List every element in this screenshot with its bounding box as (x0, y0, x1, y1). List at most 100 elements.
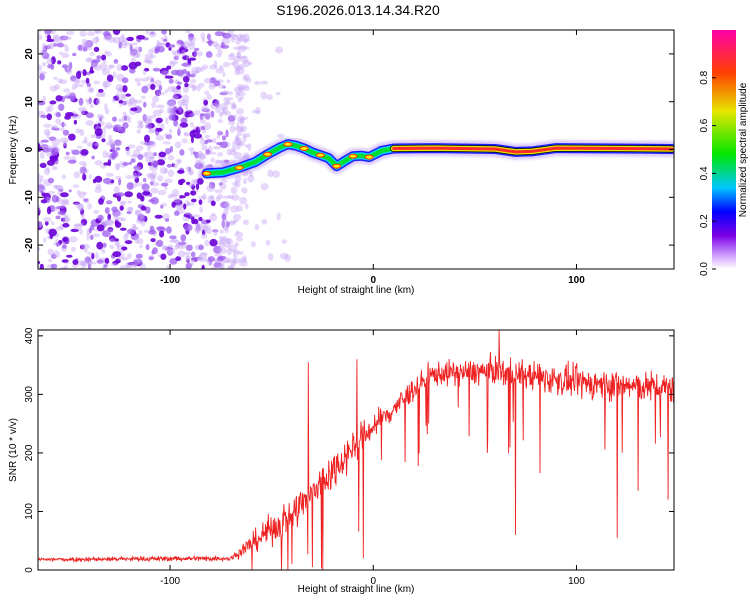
noise-speck (229, 258, 237, 266)
noise-speck (82, 173, 87, 181)
noise-speck (155, 117, 163, 124)
noise-speck (169, 258, 178, 265)
noise-speck (80, 149, 89, 156)
noise-speck (60, 201, 70, 206)
noise-speck (143, 116, 153, 125)
noise-speck (191, 85, 198, 90)
noise-speck (183, 132, 191, 137)
noise-speck (62, 129, 70, 136)
noise-speck (229, 220, 237, 224)
noise-speck (198, 152, 206, 160)
noise-speck (247, 61, 253, 65)
noise-speck (147, 173, 156, 180)
noise-speck (204, 90, 210, 96)
noise-speck (116, 192, 125, 197)
noise-speck (116, 244, 126, 253)
noise-speck (133, 99, 143, 104)
noise-speck (83, 163, 87, 167)
noise-speck (223, 241, 231, 249)
noise-speck (87, 45, 92, 51)
track-knots (202, 141, 374, 176)
noise-speck (148, 141, 157, 148)
noise-speck (67, 95, 77, 100)
noise-speck (209, 238, 218, 247)
noise-speck (150, 175, 156, 183)
noise-speck (47, 190, 56, 195)
noise-speck (137, 259, 142, 265)
noise-speck (94, 187, 102, 194)
noise-speck (70, 228, 79, 233)
noise-speck (177, 125, 182, 130)
noise-speck (156, 104, 165, 109)
noise-speck (104, 108, 110, 115)
noise-speck (265, 239, 271, 246)
noise-speck (88, 261, 97, 265)
noise-speck (147, 144, 151, 152)
noise-speck (83, 136, 88, 143)
noise-speck (207, 39, 213, 47)
noise-speck (105, 200, 113, 205)
noise-speck (155, 89, 161, 97)
y-tick-label: -10 (24, 190, 35, 205)
noise-speck (206, 219, 211, 223)
noise-speck (237, 45, 247, 53)
noise-speck (233, 213, 242, 221)
noise-speck (234, 137, 241, 146)
noise-speck (102, 60, 107, 64)
noise-speck (281, 239, 287, 244)
noise-speck (38, 71, 48, 75)
noise-speck (148, 123, 152, 130)
noise-speck (235, 66, 245, 75)
noise-speck (155, 89, 161, 97)
noise-speck (63, 35, 72, 41)
noise-speck (127, 253, 132, 259)
noise-speck (230, 186, 238, 194)
noise-speck (236, 205, 243, 212)
noise-speck (158, 92, 166, 96)
noise-speck (239, 196, 248, 205)
noise-speck (189, 213, 194, 218)
noise-speck (228, 244, 238, 253)
noise-speck (210, 102, 219, 110)
noise-speck (233, 257, 240, 264)
noise-speck (196, 51, 203, 57)
noise-speck (204, 122, 212, 130)
noise-speck (207, 195, 215, 203)
noise-speck (65, 112, 74, 117)
spectrogram-plot-area (38, 30, 674, 269)
noise-speck (212, 229, 219, 233)
noise-speck (72, 184, 80, 189)
noise-speck (261, 219, 268, 225)
colorbar-tick-label: 0.4 (699, 166, 710, 180)
noise-speck (229, 33, 238, 38)
noise-speck (242, 59, 250, 68)
noise-speck (123, 233, 129, 242)
noise-speck (190, 258, 195, 266)
noise-speck (104, 219, 114, 225)
noise-speck (89, 87, 94, 93)
noise-speck (223, 259, 232, 264)
noise-speck (144, 134, 150, 143)
noise-speck (93, 209, 99, 215)
noise-speck (222, 90, 230, 95)
noise-speck (166, 264, 171, 269)
noise-speck (210, 200, 216, 207)
noise-speck (152, 109, 162, 117)
noise-speck (172, 163, 178, 169)
noise-speck (190, 121, 194, 128)
noise-speck (168, 128, 173, 134)
noise-speck (52, 250, 61, 258)
noise-speck (88, 174, 92, 180)
noise-speck (220, 112, 228, 116)
noise-speck (138, 229, 143, 236)
noise-speck (122, 111, 127, 116)
noise-speck (105, 125, 114, 129)
noise-speck (225, 238, 234, 245)
noise-speck (198, 153, 207, 160)
noise-speck (240, 55, 249, 64)
noise-speck (110, 143, 116, 150)
noise-speck (234, 175, 242, 183)
noise-speck (119, 265, 128, 269)
noise-speck (164, 218, 170, 222)
noise-speck (102, 150, 108, 158)
